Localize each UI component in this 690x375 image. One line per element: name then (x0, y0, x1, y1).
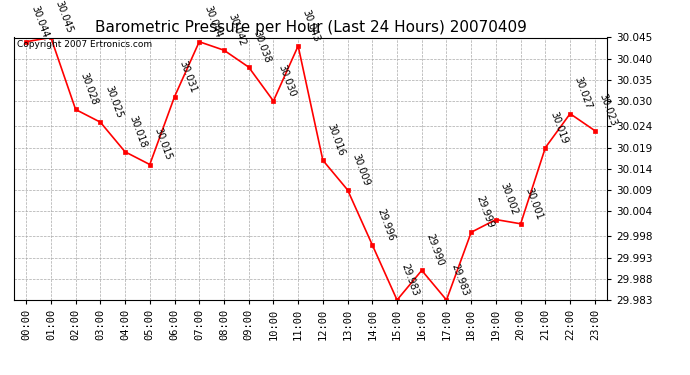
Text: 30.031: 30.031 (177, 59, 198, 94)
Text: 30.045: 30.045 (54, 0, 75, 35)
Text: 30.009: 30.009 (351, 152, 371, 187)
Text: 30.030: 30.030 (276, 63, 297, 98)
Text: 29.996: 29.996 (375, 207, 396, 242)
Text: 30.044: 30.044 (202, 4, 223, 39)
Text: 30.018: 30.018 (128, 114, 149, 149)
Text: 30.002: 30.002 (499, 182, 520, 217)
Text: 29.983: 29.983 (449, 262, 470, 297)
Text: 30.016: 30.016 (326, 123, 346, 158)
Text: 30.025: 30.025 (103, 84, 124, 119)
Text: 30.015: 30.015 (152, 127, 173, 162)
Text: 30.023: 30.023 (598, 93, 618, 128)
Text: 30.028: 30.028 (79, 72, 99, 107)
Text: 30.043: 30.043 (301, 8, 322, 43)
Text: Copyright 2007 Ertronics.com: Copyright 2007 Ertronics.com (17, 40, 152, 49)
Text: 30.042: 30.042 (227, 12, 248, 47)
Text: 30.027: 30.027 (573, 76, 594, 111)
Title: Barometric Pressure per Hour (Last 24 Hours) 20070409: Barometric Pressure per Hour (Last 24 Ho… (95, 20, 526, 35)
Text: 30.019: 30.019 (548, 110, 569, 145)
Text: 30.044: 30.044 (29, 4, 50, 39)
Text: 29.999: 29.999 (474, 194, 495, 230)
Text: 29.990: 29.990 (424, 232, 446, 268)
Text: 29.983: 29.983 (400, 262, 421, 297)
Text: 30.038: 30.038 (251, 29, 273, 64)
Text: 30.001: 30.001 (524, 186, 544, 221)
